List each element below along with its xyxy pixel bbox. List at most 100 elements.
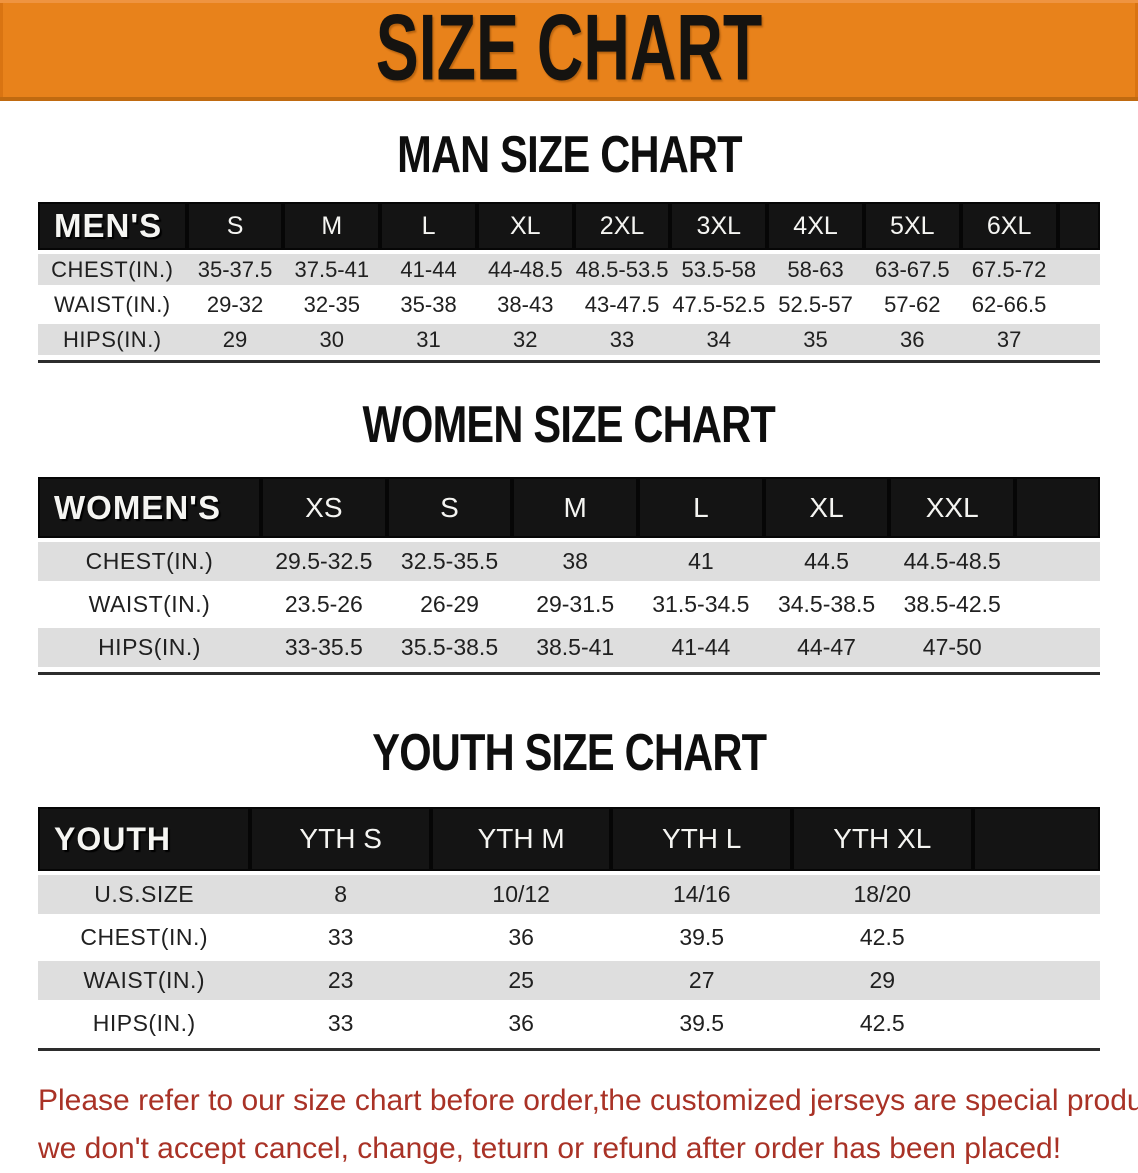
size-value: 10/12	[430, 875, 612, 914]
size-header-row: MEN'S S M L XL 2XL 3XL 4XL 5XL 6XL	[38, 202, 1100, 250]
size-column-header: XS	[261, 477, 387, 538]
row-label: WAIST(IN.)	[38, 961, 251, 1000]
size-value: 48.5-53.5	[573, 254, 671, 285]
size-value: 38-43	[476, 289, 574, 320]
size-value: 36	[430, 918, 612, 957]
row-filler	[1015, 628, 1100, 667]
row-filler	[1057, 254, 1100, 285]
size-value: 52.5-57	[767, 289, 864, 320]
size-value: 37.5-41	[283, 254, 381, 285]
size-column-header: XL	[763, 477, 890, 538]
corner-label: YOUTH	[38, 807, 251, 871]
size-value: 43-47.5	[573, 289, 671, 320]
size-value: 33-35.5	[261, 628, 387, 667]
size-value: 34.5-38.5	[763, 585, 890, 624]
size-column-header: YTH XL	[791, 807, 973, 871]
size-value: 14/16	[611, 875, 792, 914]
measurement-row: CHEST(IN.) 29.5-32.5 32.5-35.5 38 41 44.5 44.5…	[38, 542, 1100, 581]
size-value: 35.5-38.5	[386, 628, 513, 667]
size-column-header: M	[512, 477, 639, 538]
men-size-section: MAN SIZE CHART MEN'S S M L XL 2XL 3XL 4XL 5XL 6XL…	[0, 129, 1138, 363]
size-value: 8	[250, 875, 431, 914]
size-value: 41-44	[380, 254, 477, 285]
size-column-header: M	[283, 202, 381, 250]
size-column-header: YTH M	[430, 807, 612, 871]
disclaimer-line-2: we don't accept cancel, change, teturn o…	[38, 1132, 1062, 1165]
row-filler	[973, 918, 1100, 957]
row-filler	[1058, 289, 1100, 320]
size-value: 31	[380, 324, 477, 355]
row-filler	[972, 875, 1100, 914]
row-label: WAIST(IN.)	[38, 585, 262, 624]
size-column-header: XL	[476, 202, 574, 250]
women-section-title: WOMEN SIZE CHART	[0, 399, 1138, 451]
size-value: 25	[430, 961, 612, 1000]
disclaimer-line-1: Please refer to our size chart before or…	[38, 1084, 1138, 1117]
size-value: 38	[512, 542, 639, 581]
size-value: 23.5-26	[261, 585, 387, 624]
size-value: 42.5	[791, 918, 973, 957]
size-value: 57-62	[863, 289, 961, 320]
size-column-header: 5XL	[863, 202, 961, 250]
size-value: 35-38	[380, 289, 477, 320]
row-label: HIPS(IN.)	[38, 628, 262, 667]
size-column-header: L	[638, 477, 764, 538]
size-value: 33	[250, 1004, 431, 1043]
size-value: 38.5-41	[512, 628, 639, 667]
row-filler	[1015, 585, 1100, 624]
men-size-table: MEN'S S M L XL 2XL 3XL 4XL 5XL 6XL CHEST(IN.) 35-37…	[38, 198, 1100, 359]
size-value: 23	[250, 961, 431, 1000]
row-filler	[973, 1004, 1100, 1043]
row-label: U.S.SIZE	[38, 875, 251, 914]
youth-size-table-wrap: YOUTH YTH S YTH M YTH L YTH XL U.S.SIZE 8 10/12…	[38, 803, 1100, 1051]
women-section-title-text: WOMEN SIZE CHART	[362, 396, 776, 454]
measurement-row: WAIST(IN.) 23 25 27 29	[38, 961, 1100, 1000]
size-value: 37	[960, 324, 1058, 355]
measurement-row: WAIST(IN.) 29-32 32-35 35-38 38-43 43-47.5 47.…	[38, 289, 1100, 320]
row-label: HIPS(IN.)	[38, 1004, 251, 1043]
size-value: 34	[670, 324, 768, 355]
size-value: 18/20	[791, 875, 973, 914]
size-column-header: 6XL	[960, 202, 1058, 250]
size-value: 33	[573, 324, 671, 355]
size-column-header: 3XL	[670, 202, 768, 250]
row-label: CHEST(IN.)	[38, 254, 187, 285]
women-size-table-wrap: WOMEN'S XS S M L XL XXL CHEST(IN.) 29.5-32.5 32.5…	[38, 473, 1100, 675]
row-label: WAIST(IN.)	[38, 289, 187, 320]
corner-label: WOMEN'S	[38, 477, 262, 538]
size-column-header: 2XL	[573, 202, 671, 250]
size-value: 44.5	[763, 542, 890, 581]
row-filler	[1057, 324, 1100, 355]
size-value: 35	[767, 324, 864, 355]
size-value: 44-47	[763, 628, 890, 667]
youth-section-title-text: YOUTH SIZE CHART	[372, 724, 767, 782]
measurement-row: HIPS(IN.) 33 36 39.5 42.5	[38, 1004, 1100, 1043]
measurement-row: CHEST(IN.) 33 36 39.5 42.5	[38, 918, 1100, 957]
disclaimer: Please refer to our size chart before or…	[38, 1077, 1138, 1173]
size-value: 44-48.5	[476, 254, 574, 285]
size-value: 41-44	[638, 628, 764, 667]
size-column-header: XXL	[889, 477, 1016, 538]
row-filler	[1015, 542, 1100, 581]
size-value: 26-29	[386, 585, 513, 624]
measurement-row: U.S.SIZE 8 10/12 14/16 18/20	[38, 875, 1100, 914]
size-column-header: YTH S	[250, 807, 431, 871]
size-value: 29	[186, 324, 284, 355]
measurement-row: WAIST(IN.) 23.5-26 26-29 29-31.5 31.5-34.5 34…	[38, 585, 1100, 624]
header-filler	[1015, 477, 1100, 538]
youth-size-table: YOUTH YTH S YTH M YTH L YTH XL U.S.SIZE 8 10/12…	[38, 803, 1100, 1047]
size-value: 29-32	[186, 289, 284, 320]
size-value: 58-63	[767, 254, 864, 285]
size-value: 36	[863, 324, 961, 355]
men-size-table-wrap: MEN'S S M L XL 2XL 3XL 4XL 5XL 6XL CHEST(IN.) 35-37…	[38, 198, 1100, 363]
size-column-header: L	[380, 202, 477, 250]
row-label: HIPS(IN.)	[38, 324, 187, 355]
size-value: 67.5-72	[960, 254, 1058, 285]
size-column-header: 4XL	[767, 202, 864, 250]
men-section-title: MAN SIZE CHART	[0, 129, 1138, 181]
row-label: CHEST(IN.)	[38, 542, 262, 581]
size-value: 31.5-34.5	[638, 585, 764, 624]
size-value: 42.5	[791, 1004, 973, 1043]
size-value: 38.5-42.5	[889, 585, 1016, 624]
row-label: CHEST(IN.)	[38, 918, 251, 957]
